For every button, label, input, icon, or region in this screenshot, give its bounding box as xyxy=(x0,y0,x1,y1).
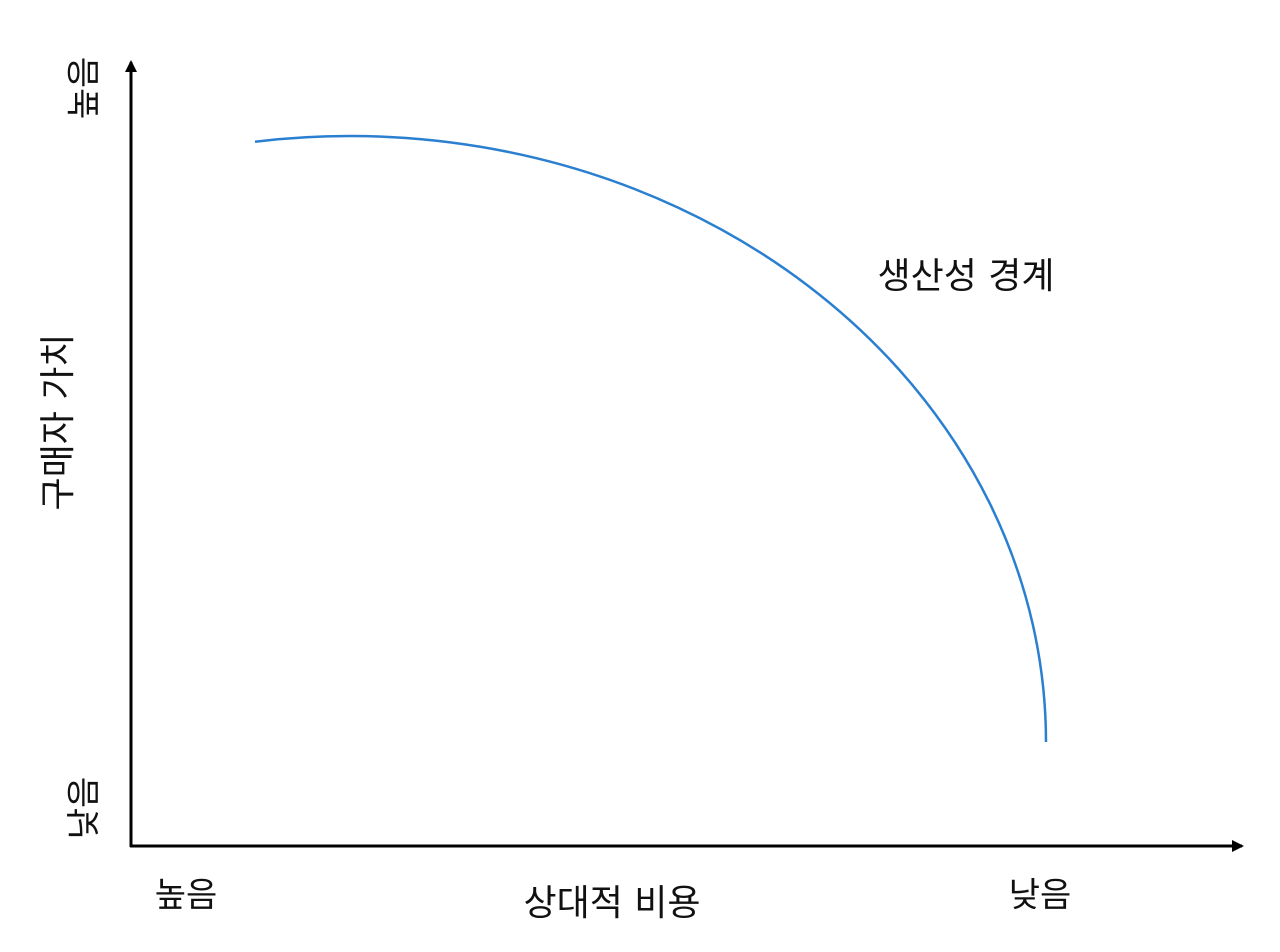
y-top-label: 높음 xyxy=(65,57,105,120)
y-bottom-label: 낮음 xyxy=(65,777,105,840)
y-axis-label: 구매자 가치 xyxy=(38,333,79,510)
x-right-label: 낮음 xyxy=(1009,876,1072,916)
curve-label: 생산성 경계 xyxy=(877,256,1054,297)
frontier-curve xyxy=(254,134,1048,743)
x-left-label: 높음 xyxy=(155,876,218,916)
x-axis-label: 상대적 비용 xyxy=(523,883,700,924)
